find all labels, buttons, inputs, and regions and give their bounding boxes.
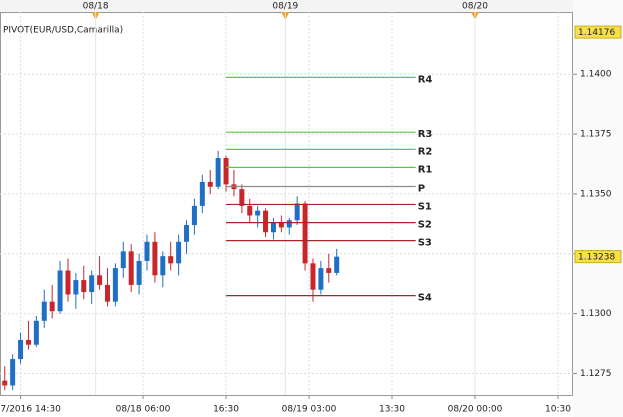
candle-body (318, 268, 324, 290)
candle-body (263, 210, 269, 233)
indicator-label: PIVOT(EUR/USD,Camarilla) (3, 26, 123, 36)
candle-body (33, 320, 39, 345)
candle-body (326, 268, 332, 273)
pivot-label: R1 (418, 164, 433, 175)
candle-body (334, 256, 340, 273)
price-flag-label: 1.14176 (578, 28, 615, 38)
candle-body (57, 270, 63, 312)
date-marker-label: 08/19 (272, 2, 298, 12)
candle-body (294, 203, 300, 221)
top-strip (0, 0, 573, 12)
x-tick-label: 08/17/2016 14:30 (0, 405, 61, 415)
candle-body (128, 251, 134, 285)
candle-body (278, 222, 284, 228)
x-tick-label: 13:30 (379, 405, 405, 415)
candle-body (199, 181, 205, 206)
date-marker-label: 08/18 (83, 2, 109, 12)
candle-body (120, 251, 126, 269)
pivot-label: R2 (418, 146, 433, 157)
candle-body (247, 205, 253, 216)
candle-body (41, 301, 47, 321)
candle-body (10, 359, 16, 386)
candle-body (144, 241, 150, 261)
candle-body (310, 263, 316, 290)
candle-body (152, 241, 158, 276)
x-tick-label: 08/20 00:00 (448, 405, 503, 415)
y-tick-label: 1.1275 (580, 369, 612, 379)
y-tick-label: 1.1375 (580, 130, 612, 140)
candle-body (89, 275, 95, 293)
candle-body (49, 301, 55, 312)
pivot-label: S1 (418, 201, 432, 212)
candle-body (168, 256, 174, 264)
candle-body (255, 210, 261, 216)
date-marker-label: 08/20 (462, 2, 488, 12)
candle-body (207, 181, 213, 187)
pivot-label: S3 (418, 238, 432, 249)
candle-body (81, 280, 87, 293)
candle-body (2, 380, 8, 386)
pivot-label: S2 (418, 220, 432, 231)
y-tick-label: 1.1300 (580, 309, 612, 319)
candle-body (25, 339, 31, 345)
candle-body (65, 270, 71, 295)
price-flag (574, 25, 622, 39)
x-tick-label: 16:30 (213, 405, 239, 415)
candle-body (160, 256, 166, 276)
price-flag-label: 1.13238 (578, 253, 615, 263)
candle-body (136, 260, 142, 285)
candle-body (104, 284, 110, 302)
x-tick-label: 10:30 (545, 405, 571, 415)
candle-body (191, 205, 197, 226)
candle-body (184, 225, 190, 242)
price-axis-panel (573, 0, 623, 417)
candle-body (215, 158, 221, 187)
pivot-label: P (418, 184, 425, 195)
pivot-label: R3 (418, 129, 433, 140)
candle-body (176, 241, 182, 264)
y-tick-label: 1.1350 (580, 189, 612, 199)
candle-body (18, 339, 24, 360)
candle-body (239, 189, 245, 206)
candle-body (286, 220, 292, 228)
price-flag (574, 250, 622, 264)
candle-body (270, 222, 276, 233)
candle-body (302, 203, 308, 264)
candle-body (223, 158, 229, 185)
pivot-label: S4 (418, 293, 432, 304)
x-tick-label: 08/19 03:00 (282, 405, 337, 415)
candle-body (97, 275, 103, 285)
y-tick-label: 1.1400 (580, 70, 612, 80)
pivot-label: R4 (418, 74, 433, 85)
candle-body (73, 280, 79, 295)
x-tick-label: 08/18 06:00 (116, 405, 171, 415)
candle-body (112, 268, 118, 302)
